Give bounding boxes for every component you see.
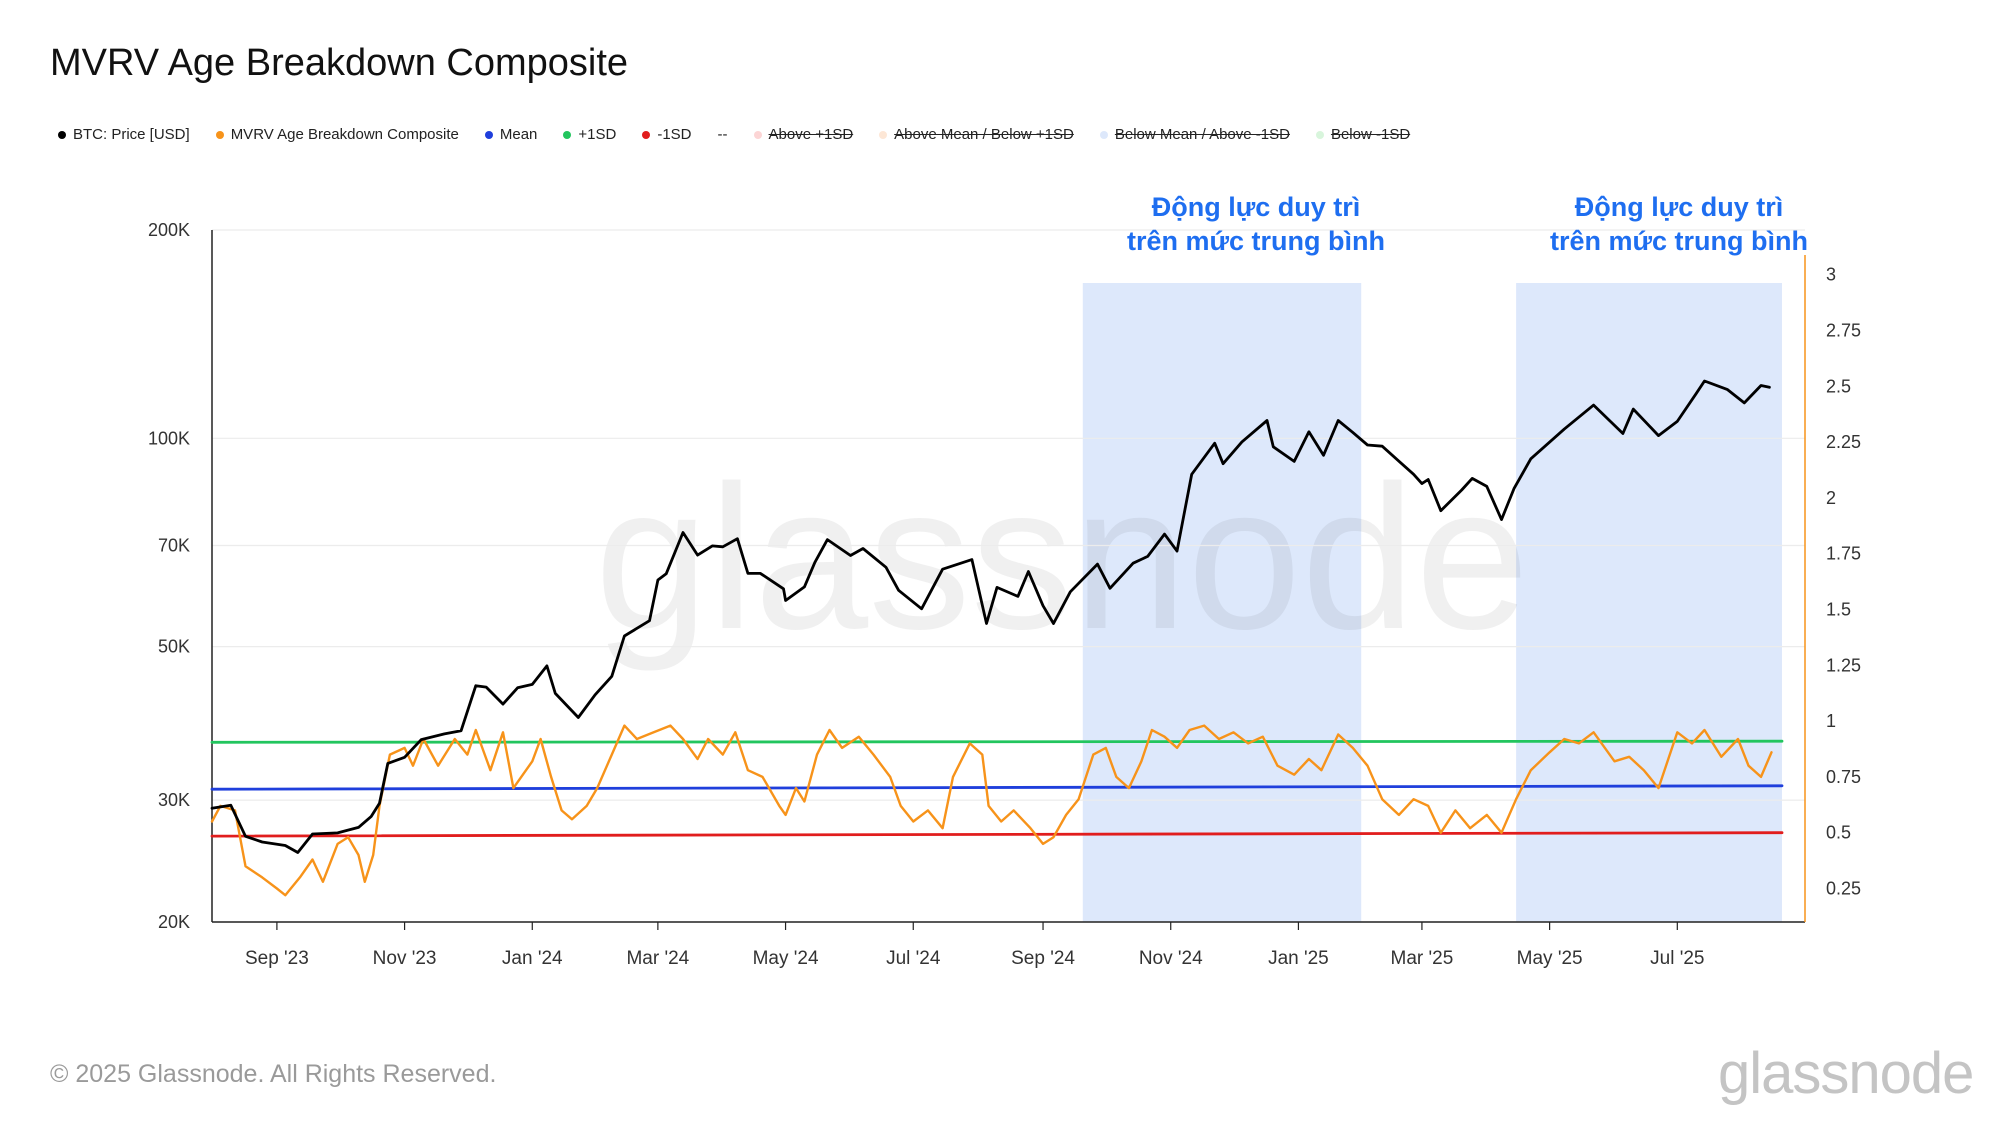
shaded-regions: [1082, 283, 1782, 922]
legend-item-minus-1sd[interactable]: -1SD: [642, 126, 692, 143]
y-right-tick-label: 2: [1826, 488, 1836, 508]
x-tick-label: Jan '24: [502, 948, 563, 969]
y-left-tick-label: 100K: [148, 428, 190, 448]
series-lines: [210, 379, 1784, 897]
series-btc-price: [210, 379, 1771, 854]
x-tick-label: Sep '24: [1011, 948, 1075, 969]
series-plus-1sd-line: [210, 739, 1784, 744]
annotation-line-1: Động lực duy trì: [1574, 192, 1784, 222]
x-tick-label: May '24: [753, 948, 819, 969]
legend-swatch: [753, 130, 762, 139]
annotation-line-2: trên mức trung bình: [1126, 226, 1386, 256]
shaded-region: [1082, 283, 1362, 922]
annotation-momentum-1: Động lực duy trì trên mức trung bình: [1096, 190, 1416, 258]
x-tick-label: Mar '24: [626, 948, 689, 969]
legend-label: BTC: Price [USD]: [73, 126, 190, 143]
legend-swatch: [879, 130, 888, 139]
y-right-tick-label: 1.75: [1826, 544, 1861, 564]
legend-swatch: [58, 130, 66, 139]
legend-item-below-mean-above-minus-1sd[interactable]: Below Mean / Above -1SD: [1099, 126, 1290, 143]
y-left-tick-label: 20K: [158, 912, 190, 932]
legend-item-above-1sd[interactable]: Above +1SD: [753, 126, 854, 143]
annotation-line-2: trên mức trung bình: [1549, 226, 1809, 256]
legend-label: Above +1SD: [768, 126, 854, 143]
legend-item-plus-1sd[interactable]: +1SD: [563, 126, 616, 143]
y-left-tick-label: 70K: [158, 536, 190, 556]
x-tick-label: Mar '25: [1391, 948, 1454, 969]
y-right-tick-label: 1: [1826, 711, 1836, 731]
legend-label: MVRV Age Breakdown Composite: [230, 126, 459, 143]
legend-label: -1SD: [657, 126, 692, 143]
legend-swatch: [1315, 130, 1324, 139]
legend-item-above-mean-below-1sd[interactable]: Above Mean / Below +1SD: [879, 126, 1074, 143]
y-right-tick-label: 0.5: [1826, 823, 1851, 843]
legend-item-mean[interactable]: Mean: [484, 126, 538, 143]
series-mean-line: [210, 784, 1784, 791]
legend-label: Below -1SD: [1330, 126, 1411, 143]
chart-legend: BTC: Price [USD] MVRV Age Breakdown Comp…: [58, 126, 1436, 143]
annotation-momentum-2: Động lực duy trì trên mức trung bình: [1519, 190, 1839, 258]
legend-label: +1SD: [578, 126, 617, 143]
y-right-tick-label: 1.5: [1826, 599, 1851, 619]
legend-swatch: [215, 130, 224, 139]
shaded-region: [1516, 283, 1782, 922]
x-tick-label: Jul '25: [1650, 948, 1704, 969]
x-tick-label: May '25: [1517, 948, 1583, 969]
y-right-tick-label: 2.25: [1826, 432, 1861, 452]
legend-label: Below Mean / Above -1SD: [1114, 126, 1290, 143]
y-right-tick-label: 0.25: [1826, 879, 1861, 899]
legend-swatch: [1099, 130, 1108, 139]
y-right-tick-label: 1.25: [1826, 655, 1861, 675]
series-minus-1sd-line: [210, 831, 1784, 838]
y-left-tick-label: 30K: [158, 790, 190, 810]
y-left-tick-label: 200K: [148, 220, 190, 240]
chart-title: MVRV Age Breakdown Composite: [50, 42, 629, 84]
watermark: glassnode: [595, 443, 1530, 672]
legend-item-mvrv-composite[interactable]: MVRV Age Breakdown Composite: [215, 126, 459, 143]
legend-item-separator: --: [718, 126, 728, 143]
series-mvrv-composite: [210, 724, 1773, 897]
x-tick-label: Nov '23: [373, 948, 437, 969]
legend-label: Mean: [499, 126, 538, 143]
y-left-tick-label: 50K: [158, 637, 190, 657]
y-right-tick-label: 0.75: [1826, 767, 1861, 787]
copyright-footer: © 2025 Glassnode. All Rights Reserved.: [50, 1060, 497, 1088]
legend-label: Above Mean / Below +1SD: [894, 126, 1074, 143]
y-right-tick-label: 2.75: [1826, 320, 1861, 340]
x-tick-label: Jan '25: [1268, 948, 1329, 969]
x-tick-label: Jul '24: [886, 948, 941, 969]
axes: 20K 30K 50K 70K 100K 200K 0.25 0.5 0.75 1 1.25 1.5 1…: [148, 220, 1861, 969]
x-tick-label: Sep '23: [245, 948, 309, 969]
legend-item-below-minus-1sd[interactable]: Below -1SD: [1315, 126, 1411, 143]
legend-item-btc-price[interactable]: BTC: Price [USD]: [58, 126, 190, 143]
legend-swatch: [484, 130, 493, 139]
annotation-line-1: Động lực duy trì: [1151, 192, 1361, 222]
legend-swatch: [563, 130, 572, 139]
glassnode-logo: glassnode: [1718, 1041, 1974, 1106]
legend-swatch: [642, 130, 651, 139]
y-right-tick-label: 2.5: [1826, 376, 1851, 396]
legend-label: --: [717, 126, 728, 143]
x-tick-label: Nov '24: [1139, 948, 1203, 969]
y-right-tick-label: 3: [1826, 265, 1836, 285]
